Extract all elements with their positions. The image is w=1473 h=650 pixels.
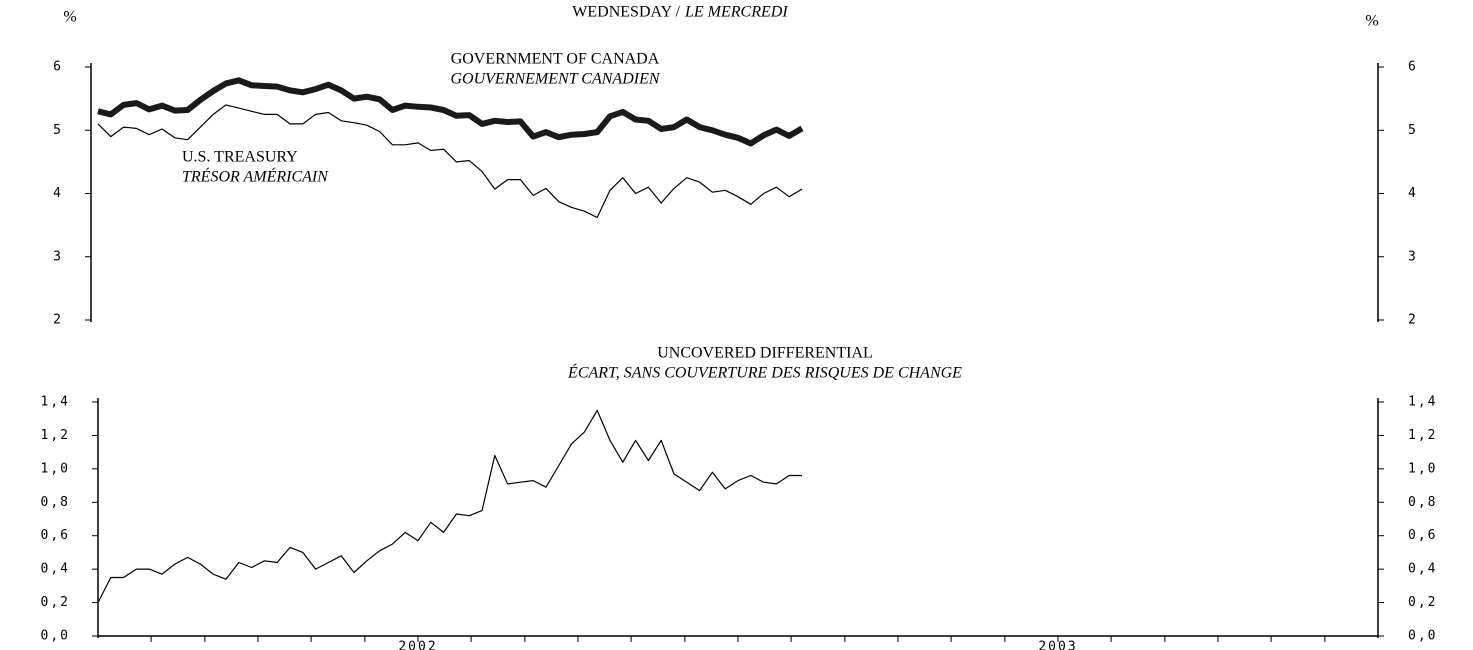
y-tick-label: 0,8: [41, 495, 70, 510]
panel-title: UNCOVERED DIFFERENTIAL: [657, 345, 873, 362]
y-tick-label-right: 0,2: [1408, 595, 1437, 610]
y-unit-left: %: [63, 9, 76, 26]
y-tick-label: 6: [53, 60, 63, 75]
y-tick-label: 1,0: [41, 461, 70, 476]
y-tick-label: 1,2: [41, 428, 70, 443]
y-tick-label: 0,2: [41, 595, 70, 610]
series-line: [97, 77, 804, 147]
series-line: [97, 104, 803, 219]
y-unit-right: %: [1365, 13, 1378, 30]
series-line: [97, 409, 802, 603]
y-tick-label-right: 6: [1408, 60, 1418, 75]
y-tick-label-right: 1,2: [1408, 428, 1437, 443]
y-tick-label-right: 2: [1408, 313, 1418, 328]
y-tick-label: 3: [53, 249, 63, 264]
y-tick-label-right: 1,4: [1408, 395, 1437, 410]
panel-title-fr: ÉCART, SANS COUVERTURE DES RISQUES DE CH…: [567, 363, 962, 382]
y-tick-label-right: 0,0: [1408, 629, 1437, 644]
x-tick-label: 2002: [398, 640, 437, 650]
y-tick-label: 0,4: [41, 562, 70, 577]
y-tick-label: 0,6: [41, 528, 70, 543]
y-tick-label-right: 5: [1408, 123, 1418, 138]
x-tick-label: 2003: [1038, 640, 1077, 650]
series-label-fr: GOUVERNEMENT CANADIEN: [450, 71, 660, 88]
chart-title: WEDNESDAY /: [572, 4, 680, 21]
y-tick-label: 4: [53, 186, 63, 201]
y-tick-label-right: 0,6: [1408, 528, 1437, 543]
y-tick-label-right: 0,8: [1408, 495, 1437, 510]
series-label-fr: TRÉSOR AMÉRICAIN: [182, 167, 329, 186]
y-tick-label-right: 3: [1408, 249, 1418, 264]
series-label: GOVERNMENT OF CANADA: [451, 51, 660, 68]
y-tick-label: 1,4: [41, 395, 70, 410]
chart-title-fr: LE MERCREDI: [684, 4, 788, 21]
y-tick-label: 2: [53, 313, 63, 328]
y-tick-label-right: 1,0: [1408, 461, 1437, 476]
y-tick-label: 0,0: [41, 629, 70, 644]
series-label: U.S. TREASURY: [182, 149, 298, 166]
y-tick-label: 5: [53, 123, 63, 138]
y-tick-label-right: 4: [1408, 186, 1418, 201]
y-tick-label-right: 0,4: [1408, 562, 1437, 577]
